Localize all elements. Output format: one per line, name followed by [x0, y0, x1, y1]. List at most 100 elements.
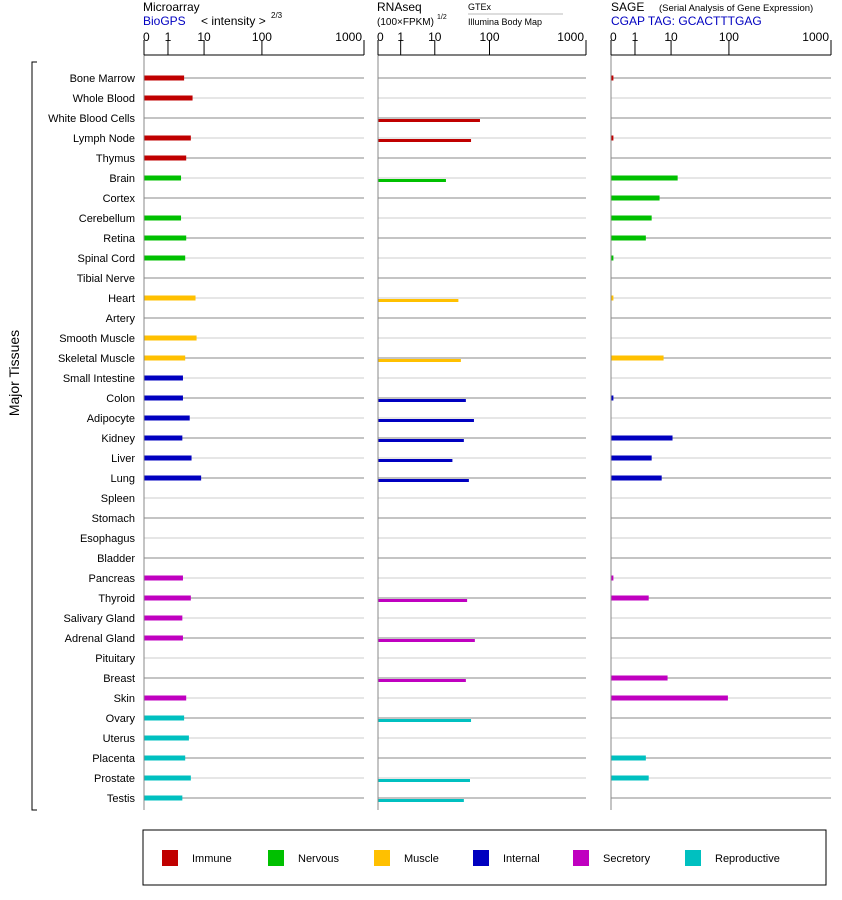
- scale-tick-label: 0: [143, 30, 150, 44]
- tissue-label: Testis: [107, 793, 136, 805]
- scale-tick-label: 1000: [335, 30, 362, 44]
- tissue-label: Breast: [103, 673, 135, 685]
- bar-microarray: [144, 235, 187, 241]
- bar-sage: [611, 175, 678, 181]
- bar-sage: [611, 135, 614, 141]
- bar-sage: [611, 475, 662, 481]
- bar-rnaseq: [378, 299, 459, 302]
- bar-sage: [611, 235, 646, 241]
- legend-swatch-nervous: [268, 850, 284, 866]
- bar-microarray: [144, 255, 186, 261]
- legend-swatch-immune: [162, 850, 178, 866]
- scale-tick-label: 1000: [557, 30, 584, 44]
- gtex-label: GTEx: [468, 2, 492, 12]
- bar-sage: [611, 755, 646, 761]
- rnaseq-scale-label: (100×FPKM): [377, 17, 434, 28]
- legend-label-muscle: Muscle: [404, 853, 439, 865]
- scale-tick-label: 1: [165, 30, 172, 44]
- bar-sage: [611, 435, 673, 441]
- bar-rnaseq: [378, 439, 464, 442]
- legend-label-immune: Immune: [192, 853, 232, 865]
- bar-rnaseq: [378, 719, 472, 722]
- tissue-label: Thyroid: [98, 593, 135, 605]
- scale-tick-label: 10: [428, 30, 442, 44]
- bar-sage: [611, 355, 664, 361]
- scale-tick-label: 10: [197, 30, 211, 44]
- tissue-label: Cortex: [103, 193, 136, 205]
- scale-tick-label: 100: [479, 30, 499, 44]
- legend-swatch-muscle: [374, 850, 390, 866]
- bar-microarray: [144, 375, 183, 381]
- rnaseq-title: RNAseq: [377, 0, 422, 14]
- bar-sage: [611, 775, 649, 781]
- bar-microarray: [144, 715, 185, 721]
- tissue-label: Pituitary: [95, 653, 135, 665]
- bar-microarray: [144, 475, 202, 481]
- bar-rnaseq: [378, 779, 470, 782]
- tissue-label: Liver: [111, 453, 135, 465]
- tissue-label: Prostate: [94, 773, 135, 785]
- bar-sage: [611, 295, 614, 301]
- bar-sage: [611, 455, 652, 461]
- scale-tick-label: 100: [719, 30, 739, 44]
- tissue-label: Uterus: [103, 733, 136, 745]
- legend-label-secretory: Secretory: [603, 853, 651, 865]
- bar-microarray: [144, 135, 191, 141]
- bar-rnaseq: [378, 459, 453, 462]
- illumina-label: Illumina Body Map: [468, 17, 542, 27]
- tissue-label: Cerebellum: [79, 213, 135, 225]
- bar-sage: [611, 595, 649, 601]
- scale-tick-label: 1000: [802, 30, 829, 44]
- tissue-label: Adrenal Gland: [65, 633, 135, 645]
- tissue-label: Retina: [103, 233, 136, 245]
- legend-label-reproductive: Reproductive: [715, 853, 780, 865]
- bar-sage: [611, 675, 668, 681]
- tissue-label: Heart: [108, 293, 135, 305]
- bar-microarray: [144, 395, 183, 401]
- y-axis-bracket: [31, 61, 37, 811]
- bar-microarray: [144, 695, 187, 701]
- tissue-label: Bone Marrow: [70, 73, 135, 85]
- tissue-label: Ovary: [106, 713, 136, 725]
- cgap-tag-link[interactable]: CGAP TAG: GCACTTTGAG: [611, 14, 762, 28]
- biogps-link[interactable]: BioGPS: [143, 14, 186, 28]
- microarray-scale-exp: 2/3: [271, 11, 283, 20]
- bar-microarray: [144, 175, 182, 181]
- bar-rnaseq: [378, 179, 446, 182]
- scale-tick-label: 0: [610, 30, 617, 44]
- tissue-label: Small Intestine: [63, 373, 135, 385]
- tissue-label: Stomach: [92, 513, 135, 525]
- tissue-label: Adipocyte: [87, 413, 135, 425]
- tissue-label: Pancreas: [89, 573, 136, 585]
- scale-tick-label: 1: [397, 30, 404, 44]
- tissue-label: Esophagus: [80, 533, 136, 545]
- bar-rnaseq: [378, 399, 466, 402]
- bar-microarray: [144, 775, 191, 781]
- bar-sage: [611, 695, 728, 701]
- bar-rnaseq: [378, 679, 466, 682]
- bar-microarray: [144, 795, 183, 801]
- legend-swatch-internal: [473, 850, 489, 866]
- tissue-label: Thymus: [96, 153, 136, 165]
- legend-swatch-reproductive: [685, 850, 701, 866]
- bar-microarray: [144, 455, 192, 461]
- tissue-label: White Blood Cells: [48, 113, 135, 125]
- tissue-label: Skeletal Muscle: [58, 353, 135, 365]
- sage-title: SAGE: [611, 0, 644, 14]
- tissue-label: Whole Blood: [73, 93, 135, 105]
- bar-microarray: [144, 735, 189, 741]
- tissue-label: Spinal Cord: [78, 253, 135, 265]
- microarray-scale-label: < intensity >: [201, 14, 266, 28]
- tissue-label: Brain: [109, 173, 135, 185]
- bar-microarray: [144, 755, 186, 761]
- legend-box: [142, 829, 827, 886]
- scale-tick-label: 10: [664, 30, 678, 44]
- tissue-label: Artery: [106, 313, 136, 325]
- microarray-title: Microarray: [143, 0, 200, 14]
- bar-rnaseq: [378, 639, 475, 642]
- bar-microarray: [144, 295, 196, 301]
- bar-microarray: [144, 155, 187, 161]
- bar-microarray: [144, 355, 186, 361]
- bar-sage: [611, 215, 652, 221]
